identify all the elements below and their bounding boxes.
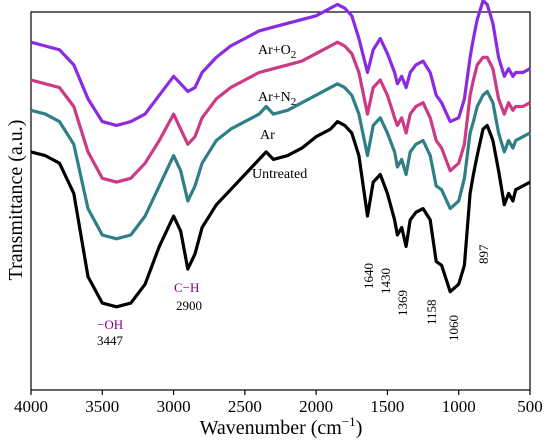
series-layer: [30, 0, 531, 309]
series-label-ar-n2: Ar+N2: [258, 90, 296, 108]
x-tick-label: 2000: [299, 397, 333, 416]
x-tick-label: 3500: [85, 397, 119, 416]
series-line-0: [30, 120, 531, 309]
annotation-oh-label: −OH: [97, 317, 123, 332]
annotation-oh-value: 3447: [97, 333, 124, 348]
series-line-2: [30, 40, 531, 184]
series-label-ar-o2: Ar+O2: [258, 43, 296, 61]
x-tick-label: 2500: [228, 397, 262, 416]
annotation-897: 897: [476, 244, 491, 264]
x-axis-ticks: 4000 3500 3000 2500 2000 1500 1000 500: [14, 390, 543, 416]
annotation-ch-value: 2900: [176, 298, 202, 313]
annotation-1158: 1158: [424, 299, 439, 325]
x-tick-label: 500: [517, 397, 543, 416]
series-line-3: [30, 0, 531, 127]
annotation-1369: 1369: [395, 290, 410, 316]
series-label-ar: Ar: [260, 128, 275, 143]
plot-frame: [30, 11, 531, 391]
x-tick-label: 1500: [370, 397, 404, 416]
series-line-1: [30, 82, 531, 241]
annotation-ch-label: C−H: [174, 280, 199, 295]
annotation-1640: 1640: [361, 263, 376, 289]
annotation-1060: 1060: [446, 315, 461, 341]
x-axis-title: Wavenumber (cm−1): [200, 414, 363, 439]
series-label-untreated: Untreated: [252, 167, 307, 182]
x-tick-label: 4000: [14, 397, 48, 416]
annotation-1430: 1430: [378, 268, 393, 294]
x-tick-label: 1000: [442, 397, 476, 416]
x-tick-label: 3000: [157, 397, 191, 416]
y-axis-title: Transmittance (a.u.): [5, 120, 27, 281]
